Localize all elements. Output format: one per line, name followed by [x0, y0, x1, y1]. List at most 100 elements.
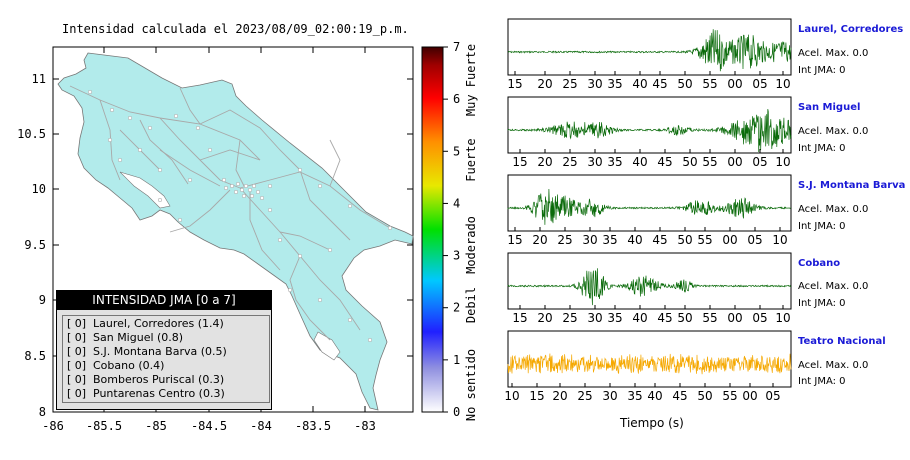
time-tick-label: 30 [587, 311, 602, 325]
x-tick-label: -86 [42, 419, 64, 433]
time-tick-label: 15 [507, 233, 522, 247]
station-dot [157, 197, 163, 203]
station-dot [109, 107, 115, 113]
colorbar-tick-label: 1 [453, 353, 460, 367]
time-tick-label: 50 [697, 389, 712, 403]
seismogram-panel [507, 252, 792, 310]
station-dot [173, 113, 179, 119]
time-tick-label: 40 [627, 233, 642, 247]
station-dot [317, 297, 323, 303]
time-tick-label: 10 [775, 77, 790, 91]
station-dot [107, 137, 113, 143]
time-tick-label: 00 [727, 311, 742, 325]
gulf-of-nicoya [119, 171, 171, 209]
station-dot [367, 337, 373, 343]
station-dot [117, 157, 123, 163]
station-dot [259, 195, 265, 201]
legend-list: [ 0] Laurel, Corredores (1.4) [ 0] San Mig… [62, 315, 270, 403]
time-tick-label: 05 [752, 311, 767, 325]
colorbar-tick-label: 5 [453, 144, 460, 158]
chart-title: Intensidad calculada el 2023/08/09_02:00… [62, 22, 409, 36]
station-acel: Acel. Max. 0.0 [798, 281, 869, 292]
y-tick-label: 10.5 [17, 127, 46, 141]
road [199, 149, 261, 161]
time-tick-label: 40 [647, 389, 662, 403]
colorbar [421, 46, 444, 413]
time-tick-label: 55 [722, 389, 737, 403]
time-tick-label: 50 [677, 311, 692, 325]
colorbar-category-label: No sentido [464, 349, 478, 421]
time-tick-label: 45 [657, 311, 672, 325]
y-tick-label: 8 [39, 405, 46, 419]
station-dot [157, 167, 163, 173]
time-tick-label: 20 [537, 311, 552, 325]
station-name: Cobano [798, 258, 841, 269]
time-tick-label: 05 [747, 233, 762, 247]
x-tick-label: -83 [354, 419, 376, 433]
colorbar-category-label: Muy Fuerte [464, 44, 478, 116]
time-tick-label: 15 [512, 311, 527, 325]
station-dot [187, 177, 193, 183]
station-dot [243, 183, 249, 189]
time-tick-label: 30 [587, 77, 602, 91]
station-dot [347, 203, 353, 209]
station-dot [347, 317, 353, 323]
legend-item: [ 0] S.J. Montana Barva (0.5) [67, 345, 227, 358]
time-tick-label: 05 [765, 389, 780, 403]
station-int: Int JMA: 0 [798, 376, 846, 387]
time-tick-label: 45 [652, 233, 667, 247]
station-int: Int JMA: 0 [798, 65, 846, 76]
road [249, 192, 281, 271]
station-dot [241, 193, 247, 199]
station-name: Laurel, Corredores [798, 24, 904, 35]
station-int: Int JMA: 0 [798, 143, 846, 154]
time-tick-label: 00 [722, 233, 737, 247]
time-tick-label: 55 [697, 233, 712, 247]
time-tick-label: 20 [532, 233, 547, 247]
seismogram-trace [507, 188, 792, 225]
time-tick-label: 15 [529, 389, 544, 403]
station-dot [127, 115, 133, 121]
station-name: Teatro Nacional [798, 336, 886, 347]
station-dot [327, 247, 333, 253]
time-tick-label: 35 [607, 77, 622, 91]
time-tick-label: 30 [587, 155, 602, 169]
seismogram-trace [507, 29, 792, 72]
time-tick-label: 00 [727, 77, 742, 91]
intensity-legend: INTENSIDAD JMA [0 a 7] [ 0] Laurel, Corre… [56, 290, 272, 410]
time-tick-label: 40 [632, 311, 647, 325]
time-tick-label: 55 [702, 311, 717, 325]
station-dot [137, 147, 143, 153]
seismogram-panel [507, 18, 792, 76]
y-tick-label: 9 [39, 293, 46, 307]
colorbar-category-label: Fuerte [464, 138, 478, 181]
seismogram-panel [507, 96, 792, 154]
y-tick-label: 10 [32, 182, 46, 196]
time-tick-label: 25 [577, 389, 592, 403]
y-tick-label: 8.5 [24, 349, 46, 363]
time-tick-label: 05 [752, 77, 767, 91]
colorbar-tick-label: 6 [453, 92, 460, 106]
legend-item: [ 0] San Miguel (0.8) [67, 331, 184, 344]
road [169, 189, 231, 233]
road [235, 139, 245, 187]
colorbar-category-label: Debil [464, 287, 478, 323]
time-tick-label: 10 [772, 233, 787, 247]
time-tick-label: 00 [727, 155, 742, 169]
station-dot [249, 193, 255, 199]
y-tick-label: 11 [32, 72, 46, 86]
time-tick-label: 40 [632, 77, 647, 91]
station-dot [177, 217, 183, 223]
legend-header: INTENSIDAD JMA [0 a 7] [57, 291, 271, 310]
golfo-dulce [313, 331, 341, 361]
colorbar-category-label: Moderado [464, 216, 478, 274]
time-tick-label: 25 [562, 77, 577, 91]
time-tick-label: 35 [607, 311, 622, 325]
legend-item: [ 0] Bomberos Puriscal (0.3) [67, 373, 225, 386]
road [199, 109, 301, 171]
time-tick-label: 25 [557, 233, 572, 247]
seismogram-panel [507, 330, 792, 388]
time-tick-label: 15 [507, 77, 522, 91]
station-acel: Acel. Max. 0.0 [798, 360, 869, 371]
x-axis-label: Tiempo (s) [620, 416, 684, 430]
